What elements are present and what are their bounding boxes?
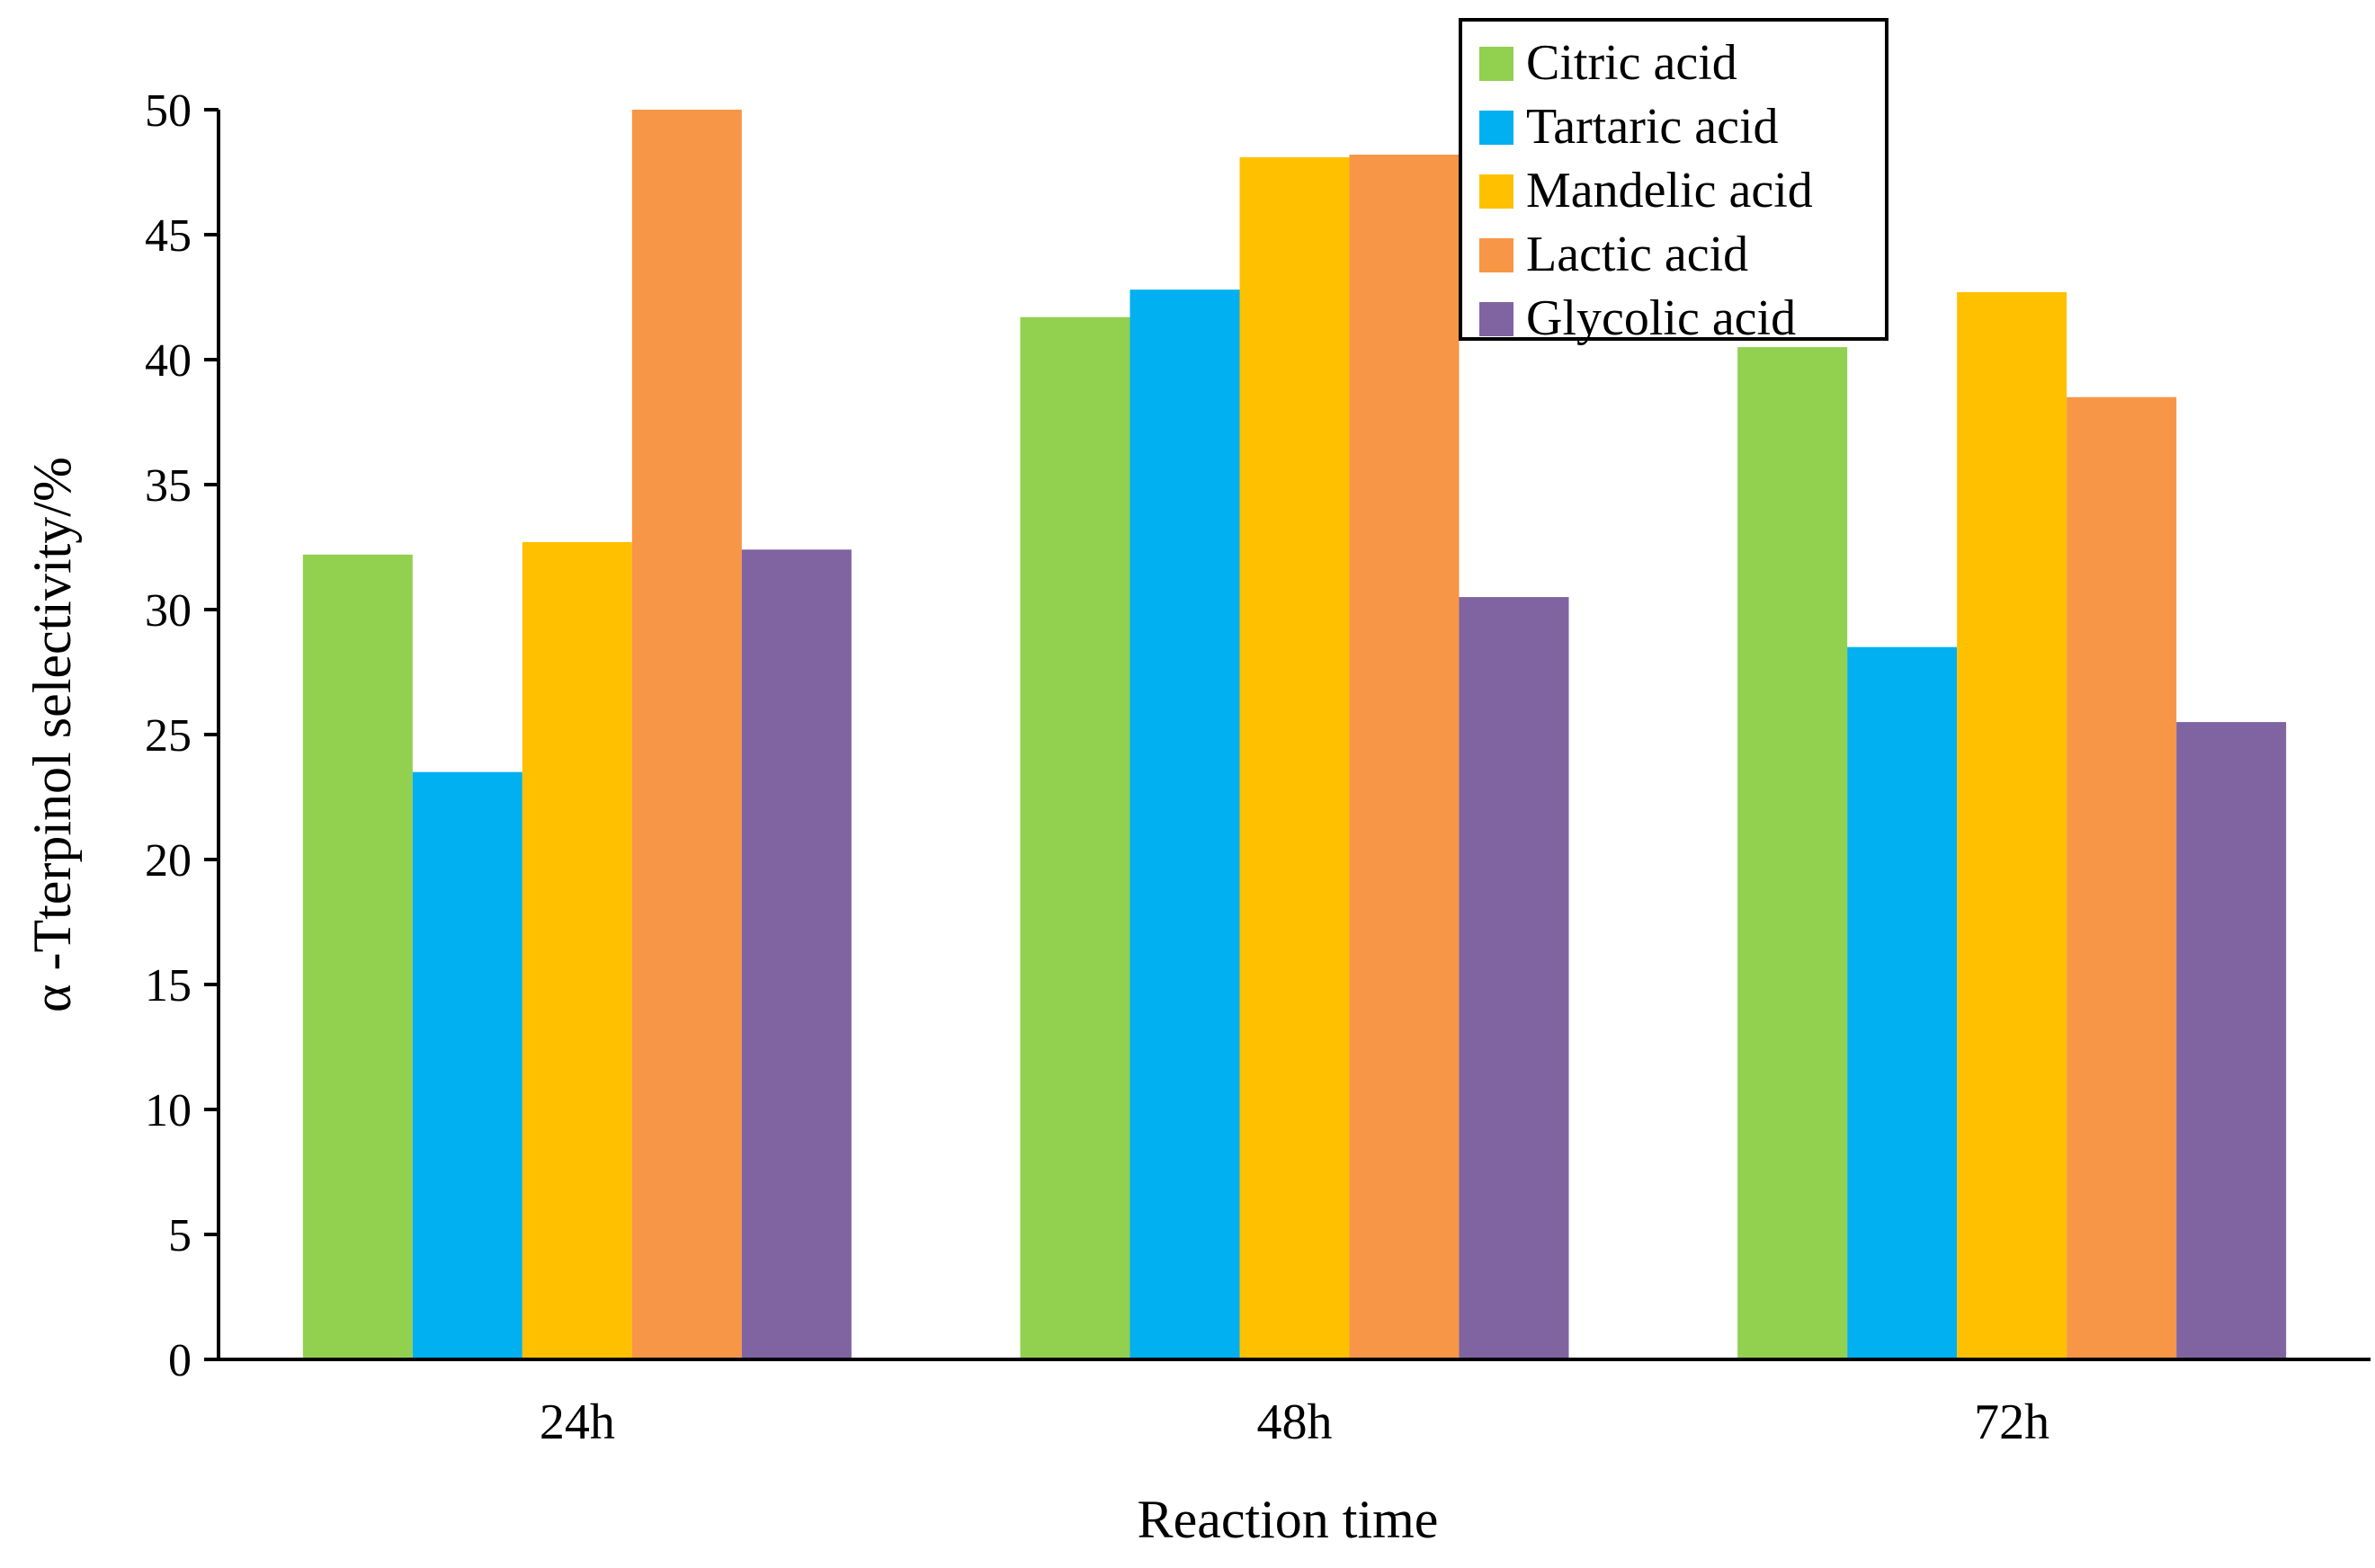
x-category-label: 24h: [540, 1394, 615, 1450]
x-category-label: 72h: [1974, 1394, 2049, 1450]
y-tick-label: 40: [145, 335, 192, 387]
legend-swatch: [1479, 174, 1513, 209]
legend-swatch: [1479, 111, 1513, 145]
bar-tartaric-acid-48h: [1129, 290, 1240, 1359]
bar-glycolic-acid-48h: [1459, 597, 1569, 1359]
bar-tartaric-acid-24h: [412, 771, 522, 1359]
y-tick-label: 35: [145, 460, 192, 512]
y-axis-title: α -Tterpinol selectivity/%: [22, 457, 82, 1012]
y-tick-label: 20: [145, 835, 192, 886]
bar-citric-acid-24h: [302, 554, 413, 1359]
legend-swatch: [1479, 302, 1513, 336]
legend-label: Citric acid: [1526, 35, 1737, 91]
legend-label: Mandelic acid: [1526, 163, 1813, 218]
y-ticks-layer: 0 5 10 15 20 25 30 35 40 45 50: [145, 85, 219, 1386]
legend-label: Glycolic acid: [1526, 290, 1796, 346]
bar-citric-acid-48h: [1020, 316, 1130, 1359]
y-tick-label: 25: [145, 710, 192, 762]
bar-lactic-acid-48h: [1349, 155, 1460, 1359]
bar-citric-acid-72h: [1737, 347, 1848, 1360]
y-tick-label: 5: [168, 1210, 192, 1261]
y-tick-label: 0: [168, 1335, 192, 1386]
bar-lactic-acid-72h: [2067, 396, 2177, 1360]
bars-layer: [302, 110, 2287, 1360]
y-tick-label: 45: [145, 210, 192, 262]
y-tick-label: 50: [145, 85, 192, 137]
legend-frame: [1459, 18, 1888, 341]
y-tick-label: 10: [145, 1085, 192, 1136]
bar-glycolic-acid-24h: [741, 549, 852, 1359]
x-category-label: 48h: [1257, 1394, 1333, 1450]
legend: Citric acid Tartaric acid Mandelic acid Lac…: [1459, 18, 1888, 346]
legend-swatch: [1479, 238, 1513, 272]
legend-label: Tartaric acid: [1526, 99, 1779, 155]
bar-tartaric-acid-72h: [1847, 646, 1958, 1359]
bar-mandelic-acid-72h: [1957, 291, 2067, 1360]
bar-glycolic-acid-72h: [2176, 722, 2287, 1359]
bar-lactic-acid-24h: [631, 110, 742, 1359]
x-axis-title: Reaction time: [1138, 1490, 1439, 1549]
bar-mandelic-acid-48h: [1239, 156, 1350, 1359]
y-tick-label: 15: [145, 960, 192, 1011]
legend-label: Lactic acid: [1526, 227, 1748, 282]
bar-mandelic-acid-24h: [522, 541, 632, 1359]
x-labels-layer: 24h 48h 72h: [540, 1394, 2049, 1450]
legend-swatch: [1479, 47, 1513, 81]
y-tick-label: 30: [145, 585, 192, 637]
